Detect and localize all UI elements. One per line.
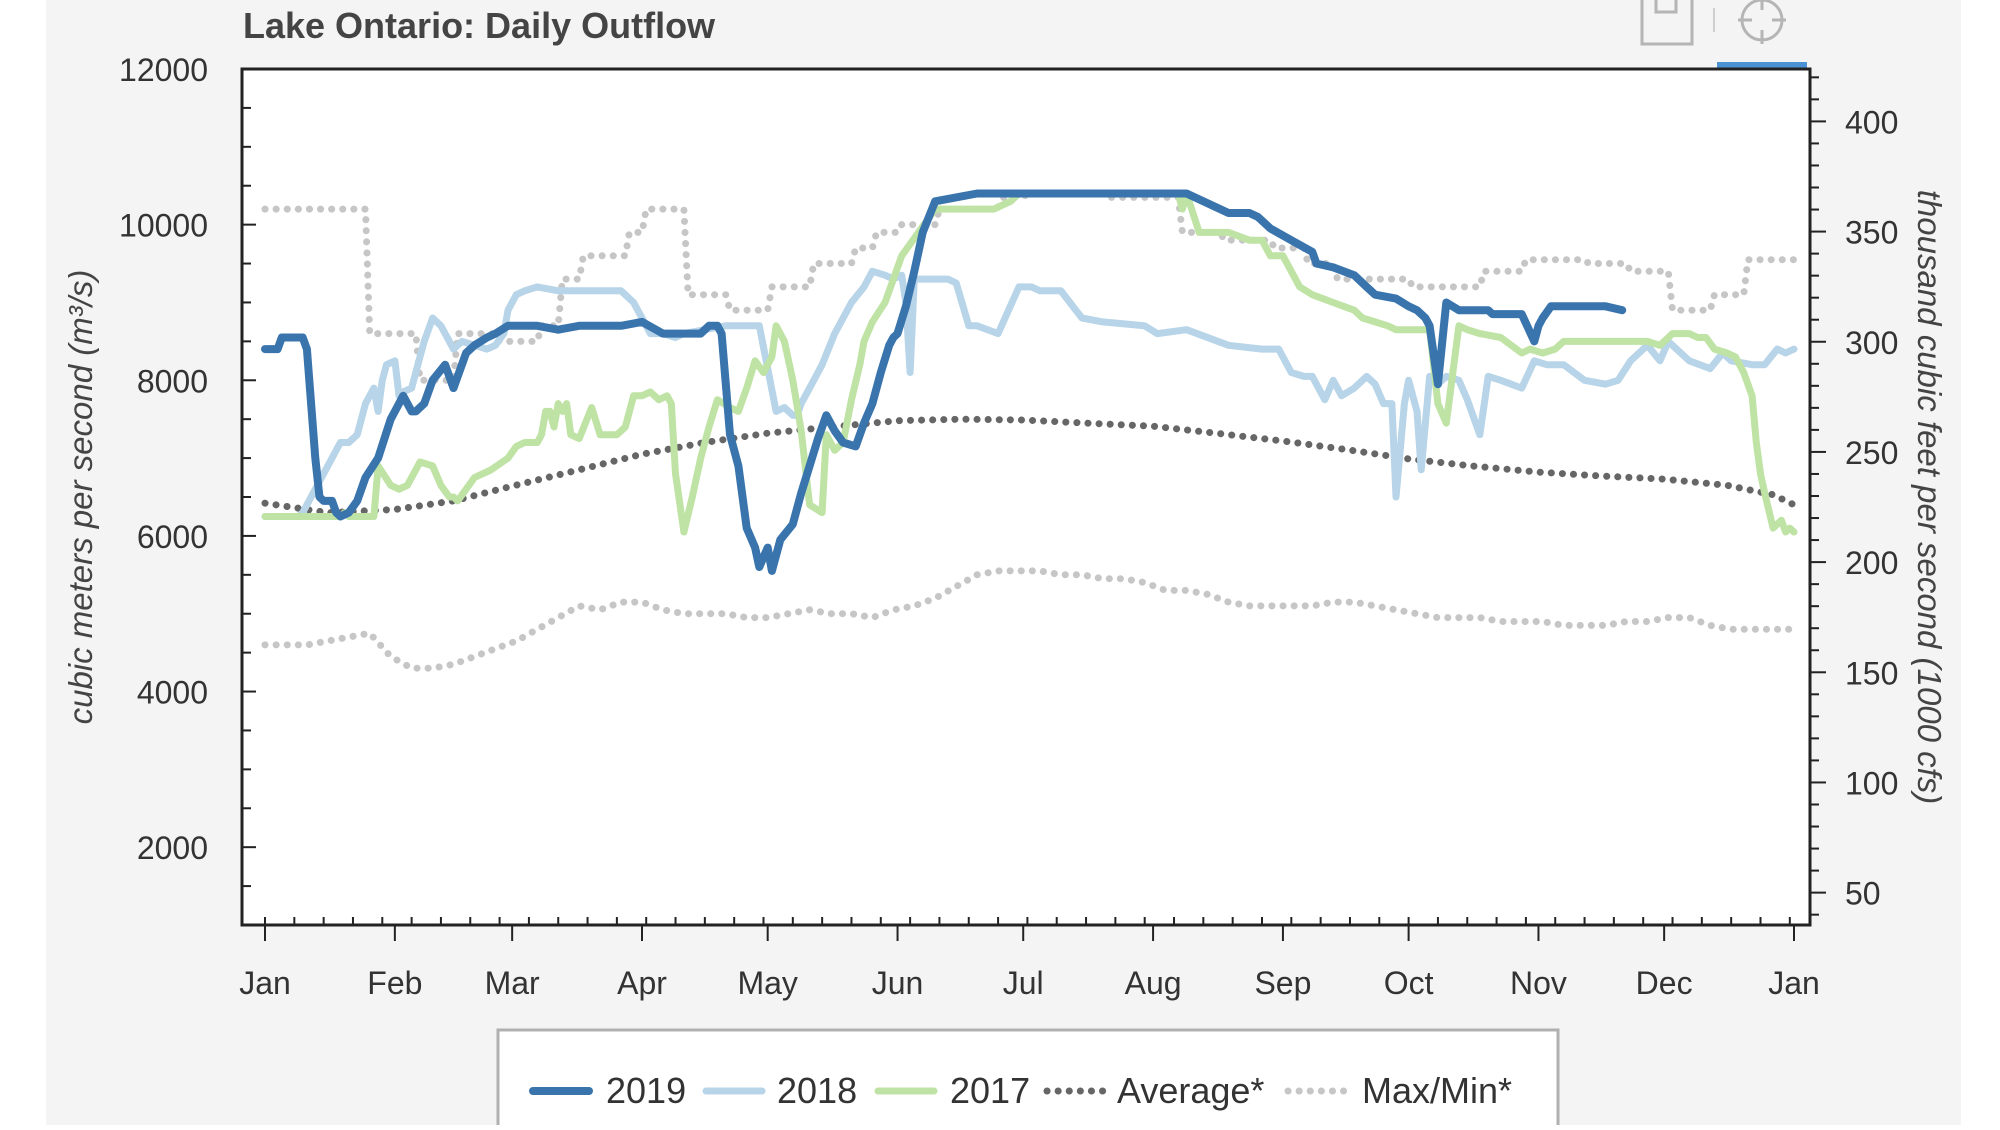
legend-items: 2019 2018 2017 Average* Max/Min* [529, 1070, 1512, 1111]
legend-label: Average* [1117, 1070, 1264, 1111]
series-layer [261, 189, 1798, 672]
legend-box [496, 1028, 1560, 1130]
plot-area [242, 69, 1810, 925]
x-tick-label: Jan [1768, 965, 1820, 1001]
y-tick-label: 6000 [137, 519, 208, 555]
y2-tick-label: 350 [1845, 215, 1898, 251]
y-tick-label: 10000 [119, 208, 208, 244]
legend-label: 2017 [950, 1070, 1030, 1111]
x-tick-label: Mar [485, 965, 540, 1001]
y-tick-label: 4000 [137, 675, 208, 711]
chart-title: Lake Ontario: Daily Outflow [243, 5, 716, 46]
x-tick-label: Oct [1384, 965, 1434, 1001]
crosshair-icon [1738, 0, 1786, 44]
y-tick-label: 12000 [119, 52, 208, 88]
y-tick-label: 8000 [137, 363, 208, 399]
legend-label: 2019 [606, 1070, 686, 1111]
y2-tick-label: 200 [1845, 545, 1898, 581]
series-line-2019 [261, 189, 1627, 575]
y2-tick-label: 300 [1845, 325, 1898, 361]
series-line-average [261, 415, 1798, 517]
x-tick-label: Sep [1254, 965, 1311, 1001]
y2-tick-label: 150 [1845, 655, 1898, 691]
x-axis: Jan Feb Mar Apr May Jun Jul Aug Sep Oct Nov Dec Jan [239, 917, 1820, 1001]
left-y-axis: 2000 4000 6000 8000 10000 12000 [119, 52, 256, 888]
legend-label: Max/Min* [1362, 1070, 1512, 1111]
active-tool-indicator [1717, 62, 1807, 68]
save-tool-button[interactable] [1640, 0, 1694, 46]
x-tick-label: Jan [239, 965, 291, 1001]
series-line-max-min-min [261, 567, 1798, 672]
y2-tick-label: 50 [1845, 876, 1881, 912]
x-tick-label: Nov [1510, 965, 1567, 1001]
right-y-axis-label: thousand cubic feet per second (1000 cfs… [1911, 190, 1948, 805]
left-y-axis-label: cubic meters per second (m³/s) [62, 270, 99, 725]
legend-label: 2018 [777, 1070, 857, 1111]
y2-tick-label: 250 [1845, 435, 1898, 471]
legend: 2019 2018 2017 Average* Max/Min* [496, 1028, 1560, 1130]
x-tick-label: Aug [1125, 965, 1182, 1001]
x-tick-label: Dec [1636, 965, 1693, 1001]
save-icon [1640, 0, 1694, 46]
crosshair-tool-button[interactable] [1717, 0, 1807, 68]
x-tick-label: May [737, 965, 797, 1001]
right-y-axis: 50 100 150 200 250 300 350 400 [1810, 76, 1898, 916]
y-tick-label: 2000 [137, 830, 208, 866]
x-tick-label: Jun [872, 965, 924, 1001]
x-tick-label: Apr [617, 965, 667, 1001]
x-tick-label: Jul [1003, 965, 1044, 1001]
y2-tick-label: 100 [1845, 765, 1898, 801]
y2-tick-label: 400 [1845, 104, 1898, 140]
x-tick-label: Feb [367, 965, 422, 1001]
